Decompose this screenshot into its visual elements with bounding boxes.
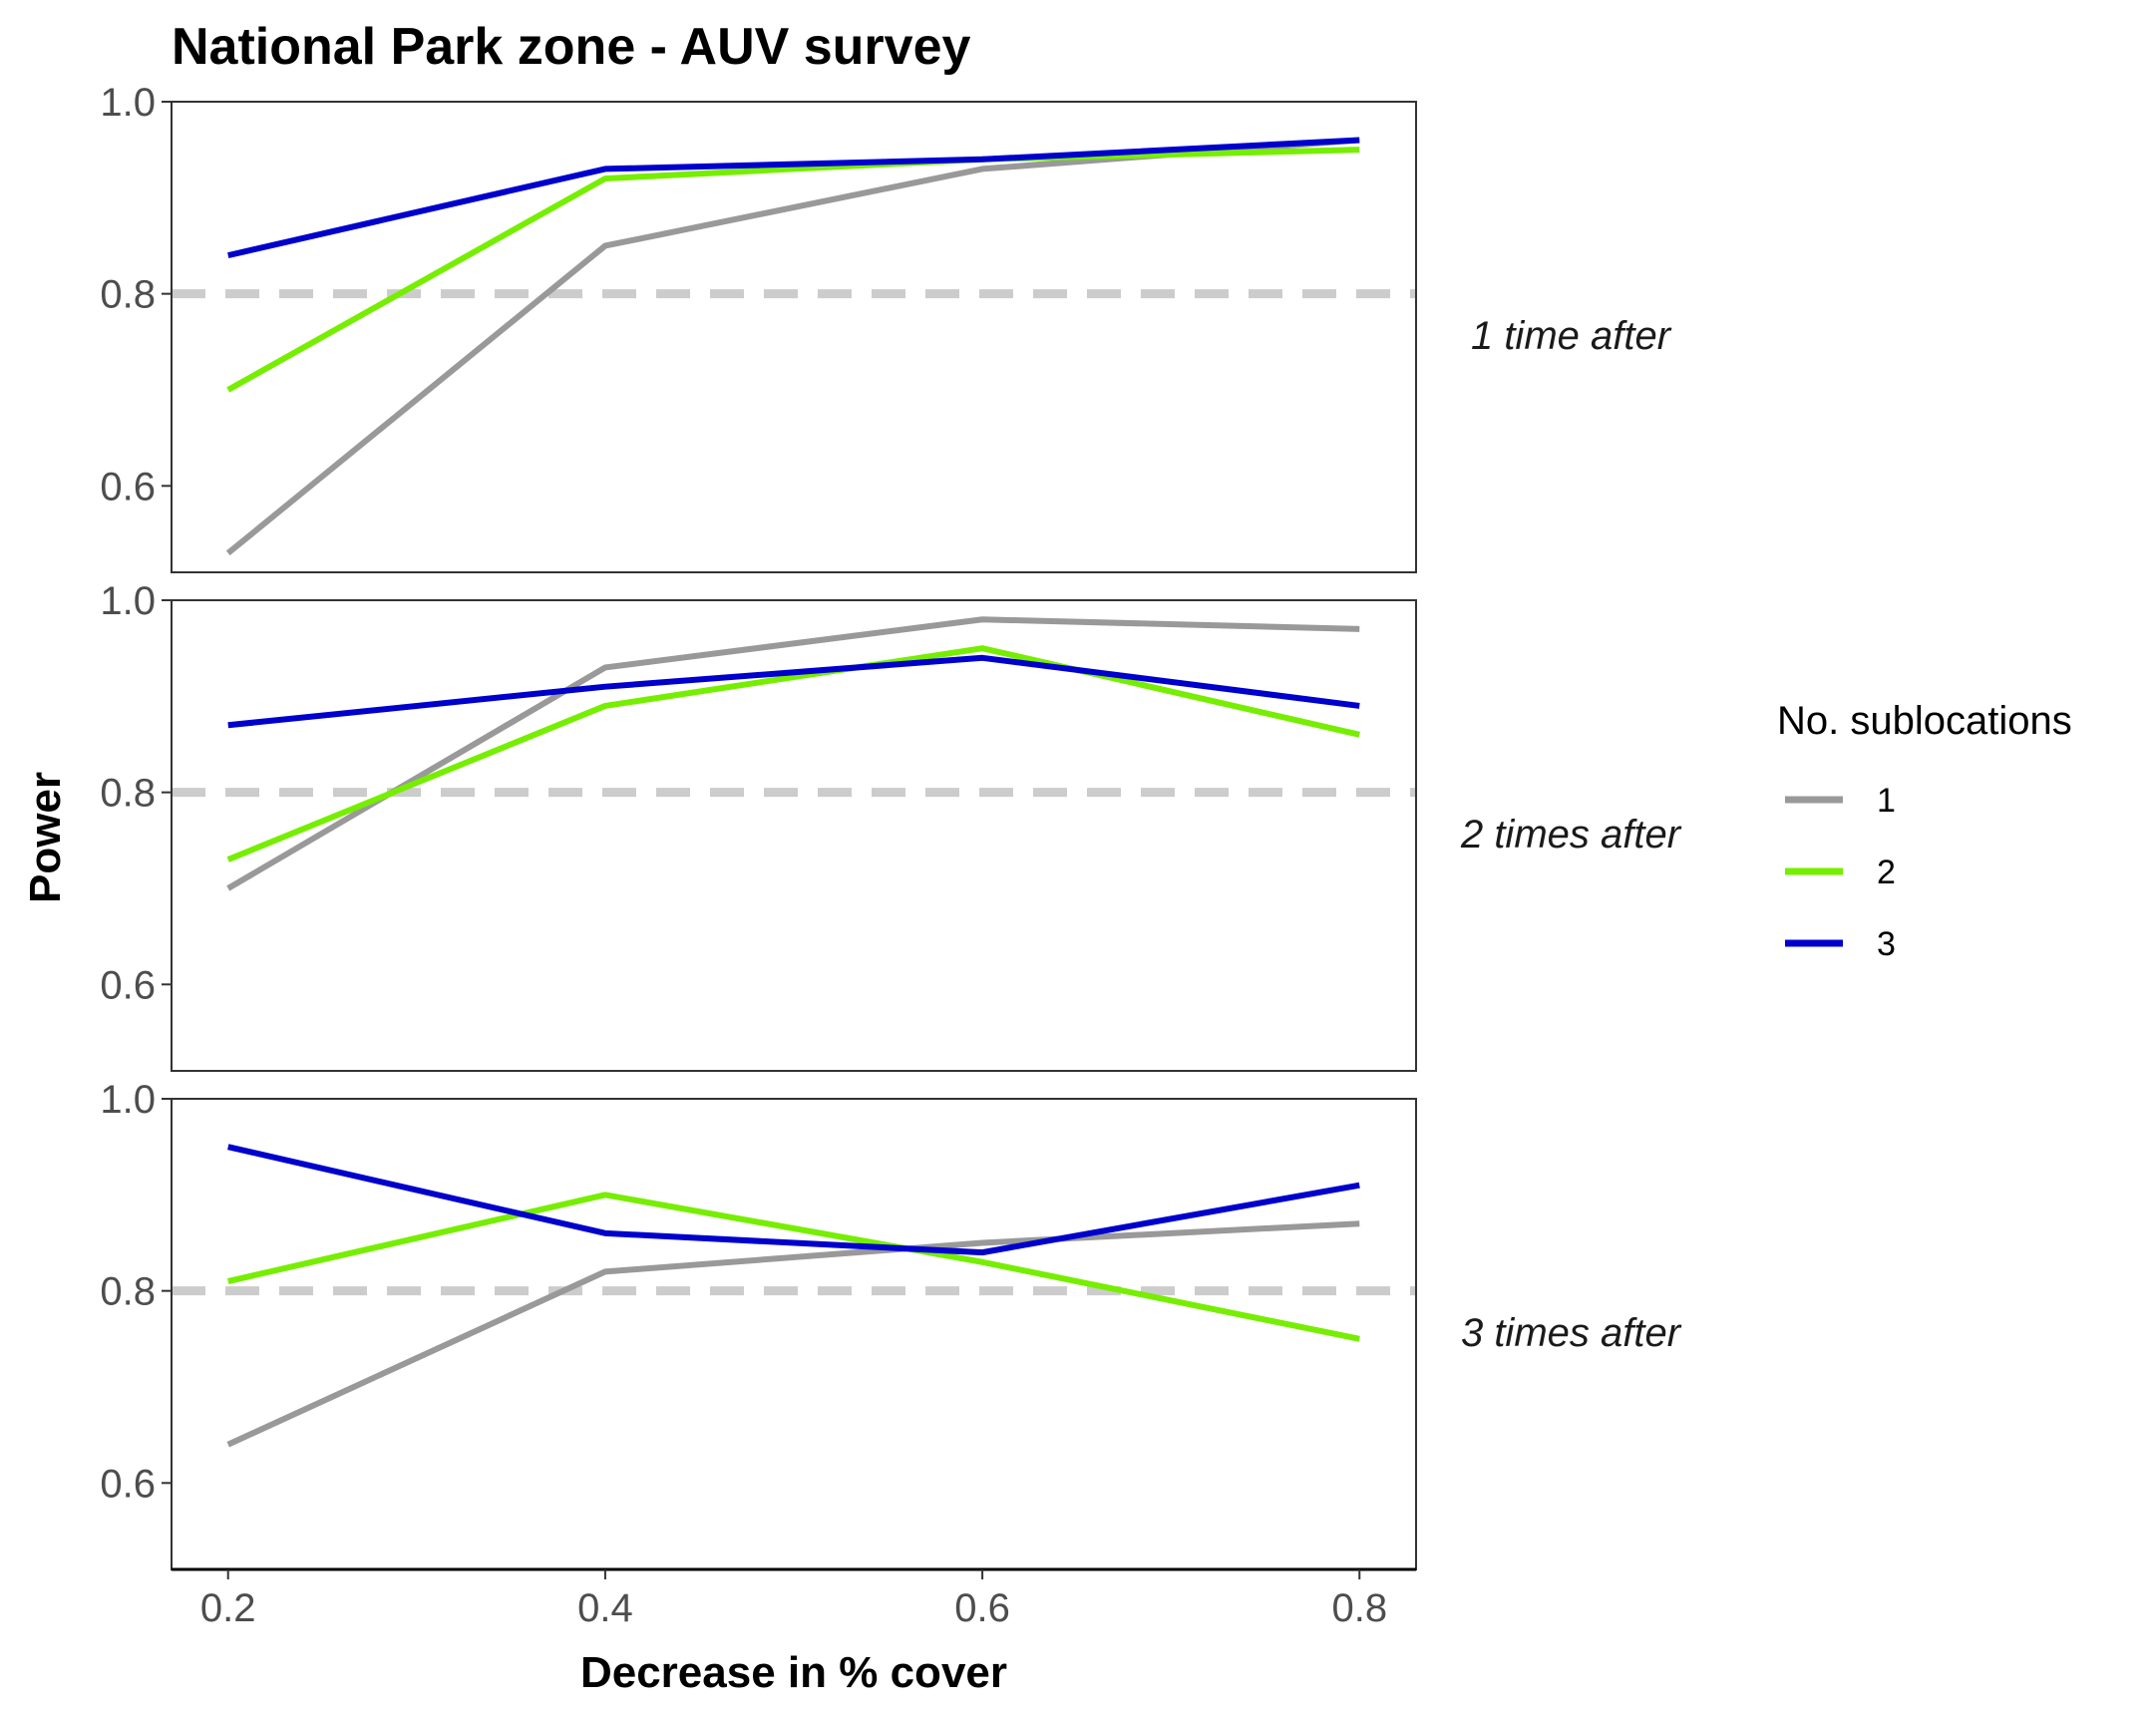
legend-label-2: 2 [1877, 854, 1896, 891]
series-line-1 [226, 1220, 1360, 1448]
x-axis: 0.2 0.4 0.6 0.8 [172, 1567, 1416, 1630]
facet-panel: 0.6 0.8 1.0 1 time after [100, 81, 1672, 573]
legend-title: No. sublocations [1777, 699, 2072, 743]
y-tick-label: 1.0 [100, 1078, 156, 1122]
chart-title: National Park zone - AUV survey [172, 18, 971, 76]
facet-strip-label: 3 times after [1461, 1311, 1682, 1355]
x-tick-label: 0.6 [954, 1586, 1010, 1630]
x-tick-label: 0.2 [200, 1586, 256, 1630]
x-tick-label: 0.8 [1331, 1586, 1387, 1630]
legend-label-3: 3 [1877, 925, 1896, 963]
facet-panel: 0.6 0.8 1.0 3 times after [100, 1078, 1682, 1570]
y-tick-label: 0.6 [100, 963, 156, 1007]
facet-panels: 0.6 0.8 1.0 1 time after 0.6 0.8 1.0 2 times af… [100, 81, 1682, 1570]
x-axis-title: Decrease in % cover [580, 1648, 1007, 1697]
series-line-3 [227, 1144, 1360, 1256]
facet-panel: 0.6 0.8 1.0 2 times after [100, 579, 1682, 1072]
y-tick-label: 0.8 [100, 273, 156, 317]
y-tick-label: 0.6 [100, 465, 156, 509]
legend: No. sublocations 1 2 3 [1777, 699, 2072, 963]
series-line-2 [227, 1192, 1360, 1342]
y-tick-label: 1.0 [100, 579, 156, 623]
series-line-2 [226, 645, 1360, 862]
y-axis-title: Power [21, 772, 70, 903]
y-tick-label: 0.8 [100, 772, 156, 816]
series-line-1 [225, 137, 1360, 556]
panel-border [171, 1098, 1417, 1570]
panel-border [171, 101, 1417, 573]
panel-border [171, 599, 1417, 1072]
y-tick-label: 1.0 [100, 81, 156, 125]
series-line-3 [227, 654, 1360, 729]
y-tick-label: 0.8 [100, 1270, 156, 1314]
series-line-1 [226, 616, 1360, 891]
legend-label-1: 1 [1877, 782, 1896, 820]
x-tick-label: 0.4 [577, 1586, 633, 1630]
series-line-2 [226, 147, 1360, 393]
y-tick-label: 0.6 [100, 1462, 156, 1506]
facet-strip-label: 1 time after [1471, 314, 1672, 358]
series-line-3 [227, 137, 1360, 259]
facet-strip-label: 2 times after [1460, 813, 1682, 856]
